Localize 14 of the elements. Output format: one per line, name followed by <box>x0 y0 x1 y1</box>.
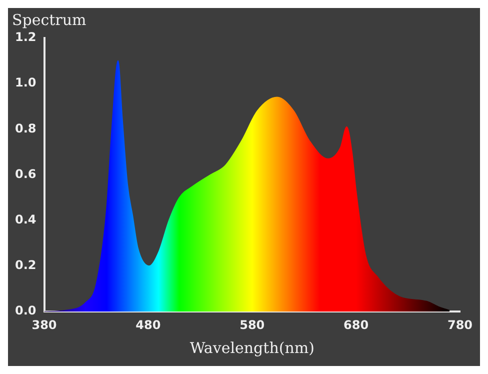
y-tick-label: 1.0 <box>14 76 36 90</box>
x-axis-title: Wavelength(nm) <box>190 338 314 357</box>
x-tick-label: 480 <box>136 318 161 332</box>
x-tick-label: 580 <box>240 318 265 332</box>
y-tick-label: 0.8 <box>14 121 36 136</box>
chart-title: Spectrum <box>12 10 86 29</box>
y-tick-label: 0.6 <box>14 166 36 181</box>
x-tick-label: 780 <box>447 318 473 332</box>
y-tick-label: 1.2 <box>14 30 36 44</box>
x-tick-label: 380 <box>32 318 57 332</box>
y-tick-label: 0.4 <box>14 212 36 227</box>
y-tick-label: 0.2 <box>14 258 36 272</box>
x-tick-label: 680 <box>344 318 369 332</box>
y-tick-label: 0.0 <box>14 304 36 318</box>
